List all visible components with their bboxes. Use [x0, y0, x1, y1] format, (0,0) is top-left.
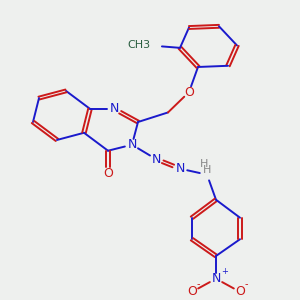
Text: +: +	[221, 267, 228, 276]
Text: O: O	[235, 285, 245, 298]
Text: N: N	[127, 138, 137, 151]
Text: N: N	[211, 272, 221, 285]
Text: O: O	[187, 285, 197, 298]
Text: CH3: CH3	[127, 40, 150, 50]
Text: -: -	[244, 279, 248, 289]
Text: N: N	[109, 102, 119, 116]
Text: -: -	[196, 279, 200, 289]
Text: O: O	[184, 85, 194, 99]
Text: N: N	[151, 153, 161, 166]
Text: H: H	[200, 159, 208, 169]
Text: H: H	[203, 165, 211, 175]
Text: O: O	[103, 167, 113, 180]
Text: N: N	[175, 162, 185, 175]
